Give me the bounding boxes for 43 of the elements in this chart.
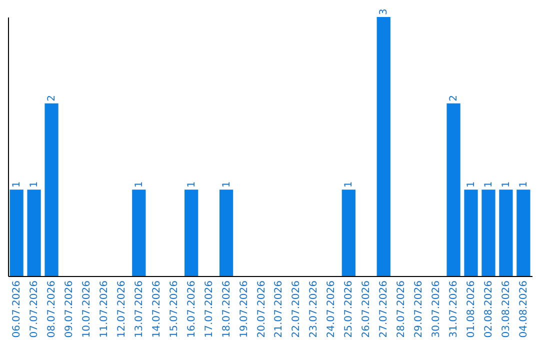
x-tick-label: 08.07.2026 xyxy=(46,280,58,338)
x-tick-label: 27.07.2026 xyxy=(378,280,390,338)
x-tick-label: 12.07.2026 xyxy=(116,280,128,338)
x-tick-label: 22.07.2026 xyxy=(291,280,302,338)
data-label: 2 xyxy=(448,94,460,102)
data-label: 1 xyxy=(221,181,232,188)
data-label: 3 xyxy=(378,8,390,15)
x-tick-label: 21.07.2026 xyxy=(274,280,285,338)
data-label: 2 xyxy=(46,94,58,102)
x-tick-label: 19.07.2026 xyxy=(238,280,250,338)
x-tick-label: 31.07.2026 xyxy=(448,280,460,338)
x-tick-label: 11.07.2026 xyxy=(98,280,110,338)
x-tick-label: 07.07.2026 xyxy=(29,280,40,338)
data-label: 1 xyxy=(344,181,355,188)
x-tick-label: 25.07.2026 xyxy=(344,280,355,338)
x-tick-label: 04.08.2026 xyxy=(518,280,530,338)
data-label: 1 xyxy=(483,181,494,188)
x-tick-label: 15.07.2026 xyxy=(168,280,180,338)
x-tick-label: 01.08.2026 xyxy=(466,280,477,338)
data-label: 1 xyxy=(186,181,198,188)
x-tick-label: 14.07.2026 xyxy=(151,280,162,338)
x-tick-label: 28.07.2026 xyxy=(396,280,408,338)
x-tick-label: 18.07.2026 xyxy=(221,280,232,338)
x-tick-label: 09.07.2026 xyxy=(64,280,75,338)
x-tick-label: 16.07.2026 xyxy=(186,280,198,338)
x-tick-label: 30.07.2026 xyxy=(431,280,442,338)
data-label: 1 xyxy=(500,181,512,188)
x-tick-label: 06.07.2026 xyxy=(12,280,23,338)
data-label: 1 xyxy=(466,181,477,188)
x-tick-label: 02.08.2026 xyxy=(483,280,494,338)
x-tick-label: 26.07.2026 xyxy=(361,280,372,338)
data-label: 1 xyxy=(518,181,530,188)
x-tick-label: 17.07.2026 xyxy=(204,280,215,338)
x-tick-label: 03.08.2026 xyxy=(500,280,512,338)
x-tick-label: 29.07.2026 xyxy=(414,280,425,338)
data-label: 1 xyxy=(29,181,40,188)
x-tick-label: 24.07.2026 xyxy=(326,280,338,338)
x-tick-label: 23.07.2026 xyxy=(308,280,320,338)
data-label: 1 xyxy=(134,181,145,188)
data-label: 1 xyxy=(12,181,23,188)
x-tick-label: 20.07.2026 xyxy=(256,280,268,338)
x-tick-label: 13.07.2026 xyxy=(134,280,145,338)
x-tick-label: 10.07.2026 xyxy=(81,280,92,338)
